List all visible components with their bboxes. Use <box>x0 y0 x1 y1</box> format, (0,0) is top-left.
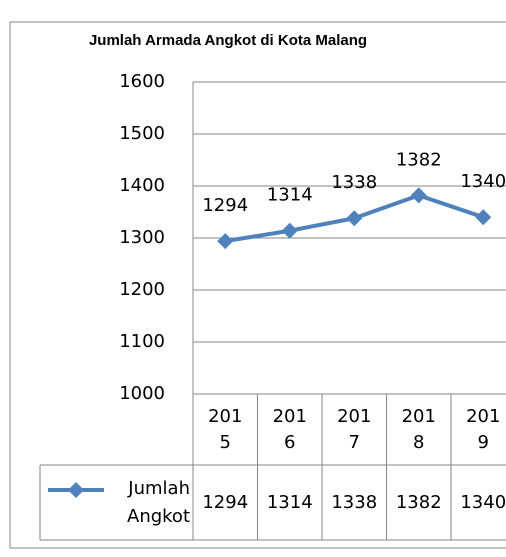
x-tick-label: 2019 <box>466 405 501 453</box>
data-label: 1340 <box>460 171 506 192</box>
chart-title: Jumlah Armada Angkot di Kota Malang <box>88 32 368 49</box>
x-tick-label: 2015 <box>208 405 243 453</box>
data-point <box>475 209 492 226</box>
y-tick-label: 1300 <box>119 227 165 248</box>
data-label: 1294 <box>202 195 248 216</box>
table-value: 1338 <box>331 492 378 513</box>
data-label: 1382 <box>396 149 442 170</box>
y-tick-label: 1100 <box>119 331 165 352</box>
y-tick-label: 1400 <box>119 175 165 196</box>
y-tick-label: 1200 <box>119 279 165 300</box>
table-value: 1314 <box>266 492 313 513</box>
chart-border <box>9 21 506 549</box>
data-point <box>410 187 427 204</box>
table-value: 1382 <box>395 492 442 513</box>
x-tick-label: 2018 <box>401 405 436 453</box>
data-point <box>281 222 298 239</box>
y-tick-label: 1500 <box>119 123 165 144</box>
legend-label: Jumlah Angkot <box>127 477 190 527</box>
table-value: 1340 <box>460 492 506 513</box>
x-tick-label: 2016 <box>272 405 307 453</box>
data-label: 1338 <box>331 172 377 193</box>
data-point <box>217 233 234 250</box>
y-tick-label: 1000 <box>119 383 165 404</box>
data-point <box>346 210 363 227</box>
table-value: 1294 <box>202 492 249 513</box>
y-tick-label: 1600 <box>119 71 165 92</box>
data-label: 1314 <box>267 185 313 206</box>
legend-marker <box>68 482 84 498</box>
x-tick-label: 2017 <box>337 405 372 453</box>
